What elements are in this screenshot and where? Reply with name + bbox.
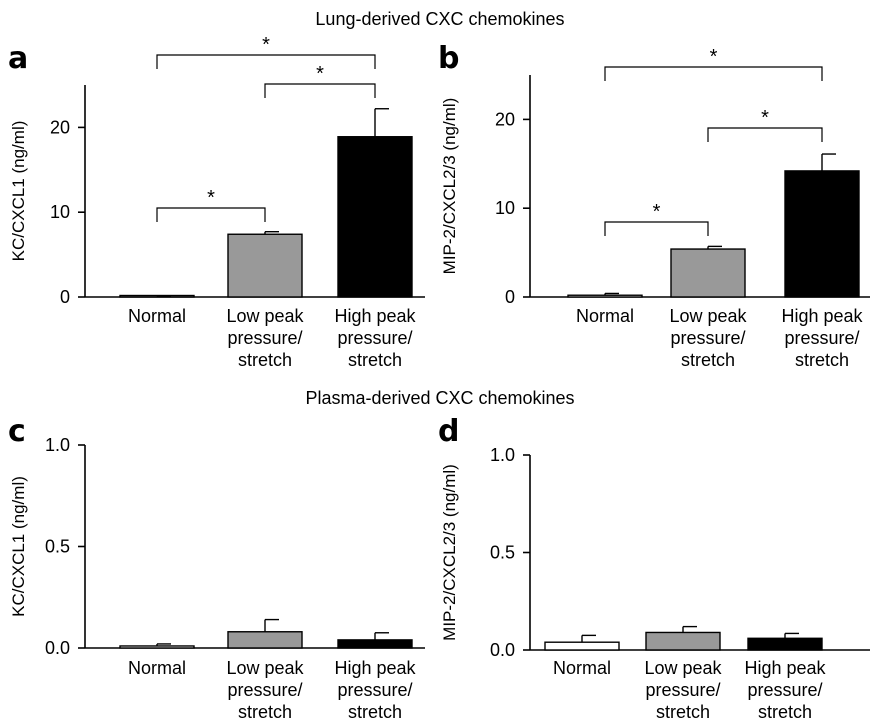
section-title-lung: Lung-derived CXC chemokines	[315, 9, 564, 29]
error-bar-c-0	[156, 643, 171, 646]
error-bar-a-2	[374, 108, 389, 137]
significance-line-b-2	[604, 66, 823, 81]
y-tick-label-b-2: 20	[495, 109, 515, 129]
panel-letter-d: d	[438, 414, 459, 449]
category-label-c-2-2: stretch	[348, 702, 402, 722]
category-label-c-1-0: Low peak	[226, 658, 304, 678]
bar-c-0	[119, 645, 195, 649]
y-tick-label-b-0: 0	[505, 287, 515, 307]
y-axis-label-c: KC/CXCL1 (ng/ml)	[9, 476, 28, 617]
category-label-c-2-1: pressure/	[337, 680, 412, 700]
category-label-d-0-0: Normal	[553, 658, 611, 678]
category-label-a-1-1: pressure/	[227, 328, 302, 348]
y-tick-label-c-1: 0.5	[45, 537, 70, 557]
significance-bracket-b-1: *	[707, 107, 823, 142]
panel-b: b MIP-2/CXCL2/3 (ng/ml) 0 10 20 Normal Low pea…	[438, 41, 870, 370]
category-label-c-1-2: stretch	[238, 702, 292, 722]
bar-b-2	[784, 170, 860, 298]
significance-line-a-0	[156, 207, 266, 222]
y-tick-label-d-2: 1.0	[490, 445, 515, 465]
category-label-a-1-2: stretch	[238, 350, 292, 370]
panel-c: c KC/CXCL1 (ng/ml) 0.0 0.5 1.0 Normal Low peak…	[8, 414, 425, 722]
y-tick-label-b-1: 10	[495, 198, 515, 218]
y-axis-label-d: MIP-2/CXCL2/3 (ng/ml)	[440, 464, 459, 641]
significance-bracket-b-0: *	[604, 201, 709, 236]
error-bar-c-2	[374, 632, 389, 640]
panel-d: d MIP-2/CXCL2/3 (ng/ml) 0.0 0.5 1.0 Normal Low…	[438, 414, 870, 722]
y-axis-label-b: MIP-2/CXCL2/3 (ng/ml)	[440, 98, 459, 275]
y-tick-label-c-2: 1.0	[45, 435, 70, 455]
significance-star-b-1: *	[761, 107, 769, 129]
category-label-a-0-0: Normal	[128, 306, 186, 326]
category-label-d-1-2: stretch	[656, 702, 710, 722]
bar-a-1	[227, 233, 303, 298]
bar-b-0	[567, 294, 643, 298]
y-tick-label-a-1: 10	[50, 202, 70, 222]
significance-star-a-1: *	[316, 63, 324, 85]
category-label-b-1-0: Low peak	[669, 306, 747, 326]
y-tick-label-d-1: 0.5	[490, 543, 515, 563]
y-tick-label-c-0: 0.0	[45, 638, 70, 658]
significance-star-b-2: *	[710, 46, 718, 68]
panel-letter-b: b	[438, 41, 459, 76]
significance-bracket-b-2: *	[604, 46, 823, 81]
error-bar-d-2	[784, 632, 799, 639]
bar-c-2	[337, 639, 413, 649]
significance-bracket-a-2: *	[156, 34, 376, 69]
category-label-a-2-1: pressure/	[337, 328, 412, 348]
category-label-b-1-1: pressure/	[670, 328, 745, 348]
bar-d-0	[544, 641, 620, 651]
error-bar-d-0	[581, 634, 596, 643]
significance-line-a-2	[156, 54, 376, 69]
significance-line-a-1	[264, 83, 376, 98]
section-title-plasma: Plasma-derived CXC chemokines	[305, 388, 574, 408]
panel-letter-a: a	[8, 41, 28, 76]
category-label-d-1-1: pressure/	[645, 680, 720, 700]
category-label-a-2-0: High peak	[334, 306, 416, 326]
category-label-d-2-1: pressure/	[747, 680, 822, 700]
bar-a-2	[337, 136, 413, 298]
bar-d-1	[645, 631, 721, 651]
y-axis-label-a: KC/CXCL1 (ng/ml)	[9, 121, 28, 262]
y-tick-label-a-2: 20	[50, 117, 70, 137]
significance-line-b-0	[604, 221, 709, 236]
significance-bracket-a-1: *	[264, 63, 376, 98]
bar-c-1	[227, 631, 303, 649]
significance-star-a-0: *	[207, 187, 215, 209]
category-label-b-1-2: stretch	[681, 350, 735, 370]
category-label-c-0-0: Normal	[128, 658, 186, 678]
error-bar-a-1	[264, 231, 279, 235]
y-tick-label-d-0: 0.0	[490, 640, 515, 660]
significance-line-b-1	[707, 127, 823, 142]
category-label-b-0-0: Normal	[576, 306, 634, 326]
category-label-a-2-2: stretch	[348, 350, 402, 370]
category-label-b-2-2: stretch	[795, 350, 849, 370]
category-label-d-2-0: High peak	[744, 658, 826, 678]
error-bar-b-2	[821, 153, 836, 171]
bar-d-2	[747, 637, 823, 651]
y-tick-label-a-0: 0	[60, 287, 70, 307]
error-bar-b-0	[604, 292, 619, 296]
category-label-c-2-0: High peak	[334, 658, 416, 678]
error-bar-c-1	[264, 618, 279, 632]
error-bar-b-1	[707, 245, 722, 250]
category-label-d-2-2: stretch	[758, 702, 812, 722]
bar-b-1	[670, 248, 746, 298]
error-bar-d-1	[682, 625, 697, 633]
panel-letter-c: c	[8, 414, 26, 449]
category-label-c-1-1: pressure/	[227, 680, 302, 700]
significance-star-b-0: *	[653, 201, 661, 223]
category-label-d-1-0: Low peak	[644, 658, 722, 678]
significance-star-a-2: *	[262, 34, 270, 56]
significance-bracket-a-0: *	[156, 187, 266, 222]
category-label-b-2-1: pressure/	[784, 328, 859, 348]
category-label-a-1-0: Low peak	[226, 306, 304, 326]
category-label-b-2-0: High peak	[781, 306, 863, 326]
